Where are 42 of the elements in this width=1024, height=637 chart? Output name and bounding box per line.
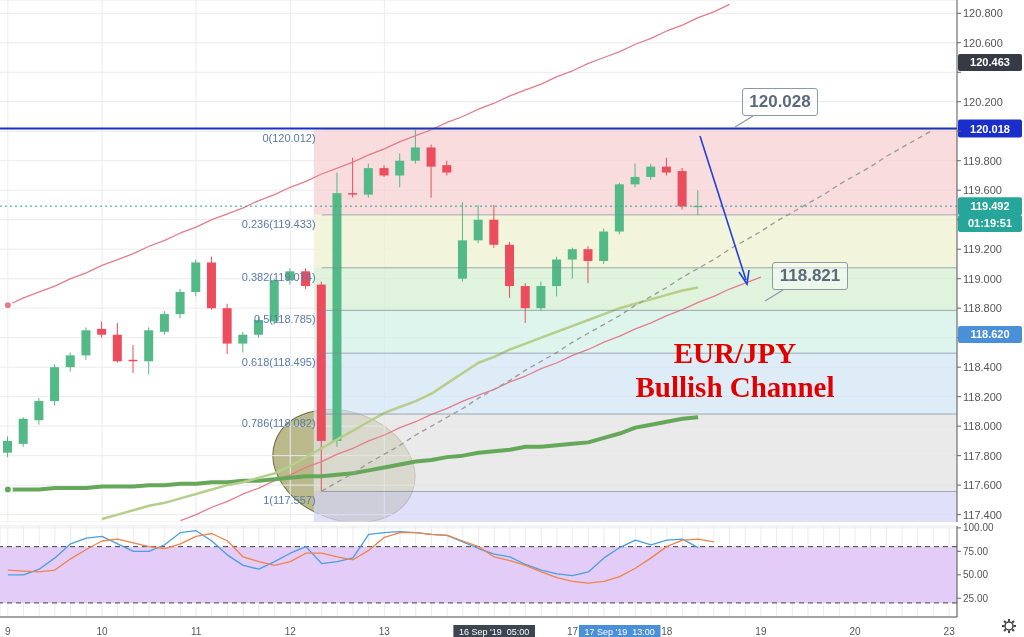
y-tick-label: 117.600	[963, 479, 1002, 492]
annotation: 118.821	[772, 262, 848, 290]
y-tick-label: 117.400	[963, 508, 1002, 521]
y-tick-label: 118.000	[963, 420, 1002, 433]
x-tick-label: 17	[567, 626, 579, 637]
y-tick-label: 25.00	[963, 592, 989, 604]
annotation: 120.028	[742, 88, 818, 116]
x-tick-label: 12	[284, 626, 297, 637]
text: 120.463	[958, 54, 1022, 71]
x-tick-label: 11	[190, 626, 202, 637]
text: EUR/JPY Bullish Channel	[634, 336, 836, 404]
y-tick-label: 119.600	[963, 184, 1002, 197]
x-tick-label: 18	[661, 626, 673, 637]
text: 118.620	[958, 326, 1022, 343]
y-tick-label: 119.800	[963, 154, 1002, 167]
band-label: 0.236(119.433)	[241, 217, 316, 230]
y-tick-label: 50.00	[963, 569, 989, 581]
y-tick-label: 117.800	[963, 449, 1002, 462]
ref-line-label: 120.018	[970, 122, 1010, 135]
x-tick-label: 10	[96, 626, 108, 637]
band-label: 0.618(118.495)	[241, 356, 316, 369]
x-tick-label: 20	[849, 626, 862, 637]
x-tick-label: 13	[378, 626, 391, 637]
y-tick-label: 120.200	[963, 95, 1003, 108]
y-tick-label: 119.200	[963, 243, 1002, 256]
band-label: 0.786(118.082)	[241, 417, 316, 430]
x-tick-label: 19	[755, 626, 767, 637]
y-tick-label: 118.200	[963, 390, 1002, 403]
x-tick-label: 9	[5, 626, 12, 637]
y-tick-label: 119.000	[963, 272, 1002, 285]
ref-line-label: 119.492	[970, 200, 1010, 213]
y-tick-label: 120.600	[963, 36, 1003, 49]
x-tick-label: 16 Sep '19 05:00	[459, 627, 530, 637]
y-tick-label: 75.00	[963, 545, 989, 557]
y-tick-label: 100.00	[963, 522, 995, 534]
y-tick-label: 118.400	[963, 361, 1002, 374]
y-tick-label: 120.800	[963, 7, 1003, 20]
text: 01:19:51	[958, 215, 1022, 232]
x-tick-label: 17 Sep '19 13:00	[584, 627, 655, 637]
y-tick-label: 118.800	[963, 302, 1002, 315]
band-label: 0(120.012)	[262, 132, 316, 145]
x-tick-label: 23	[943, 626, 956, 637]
